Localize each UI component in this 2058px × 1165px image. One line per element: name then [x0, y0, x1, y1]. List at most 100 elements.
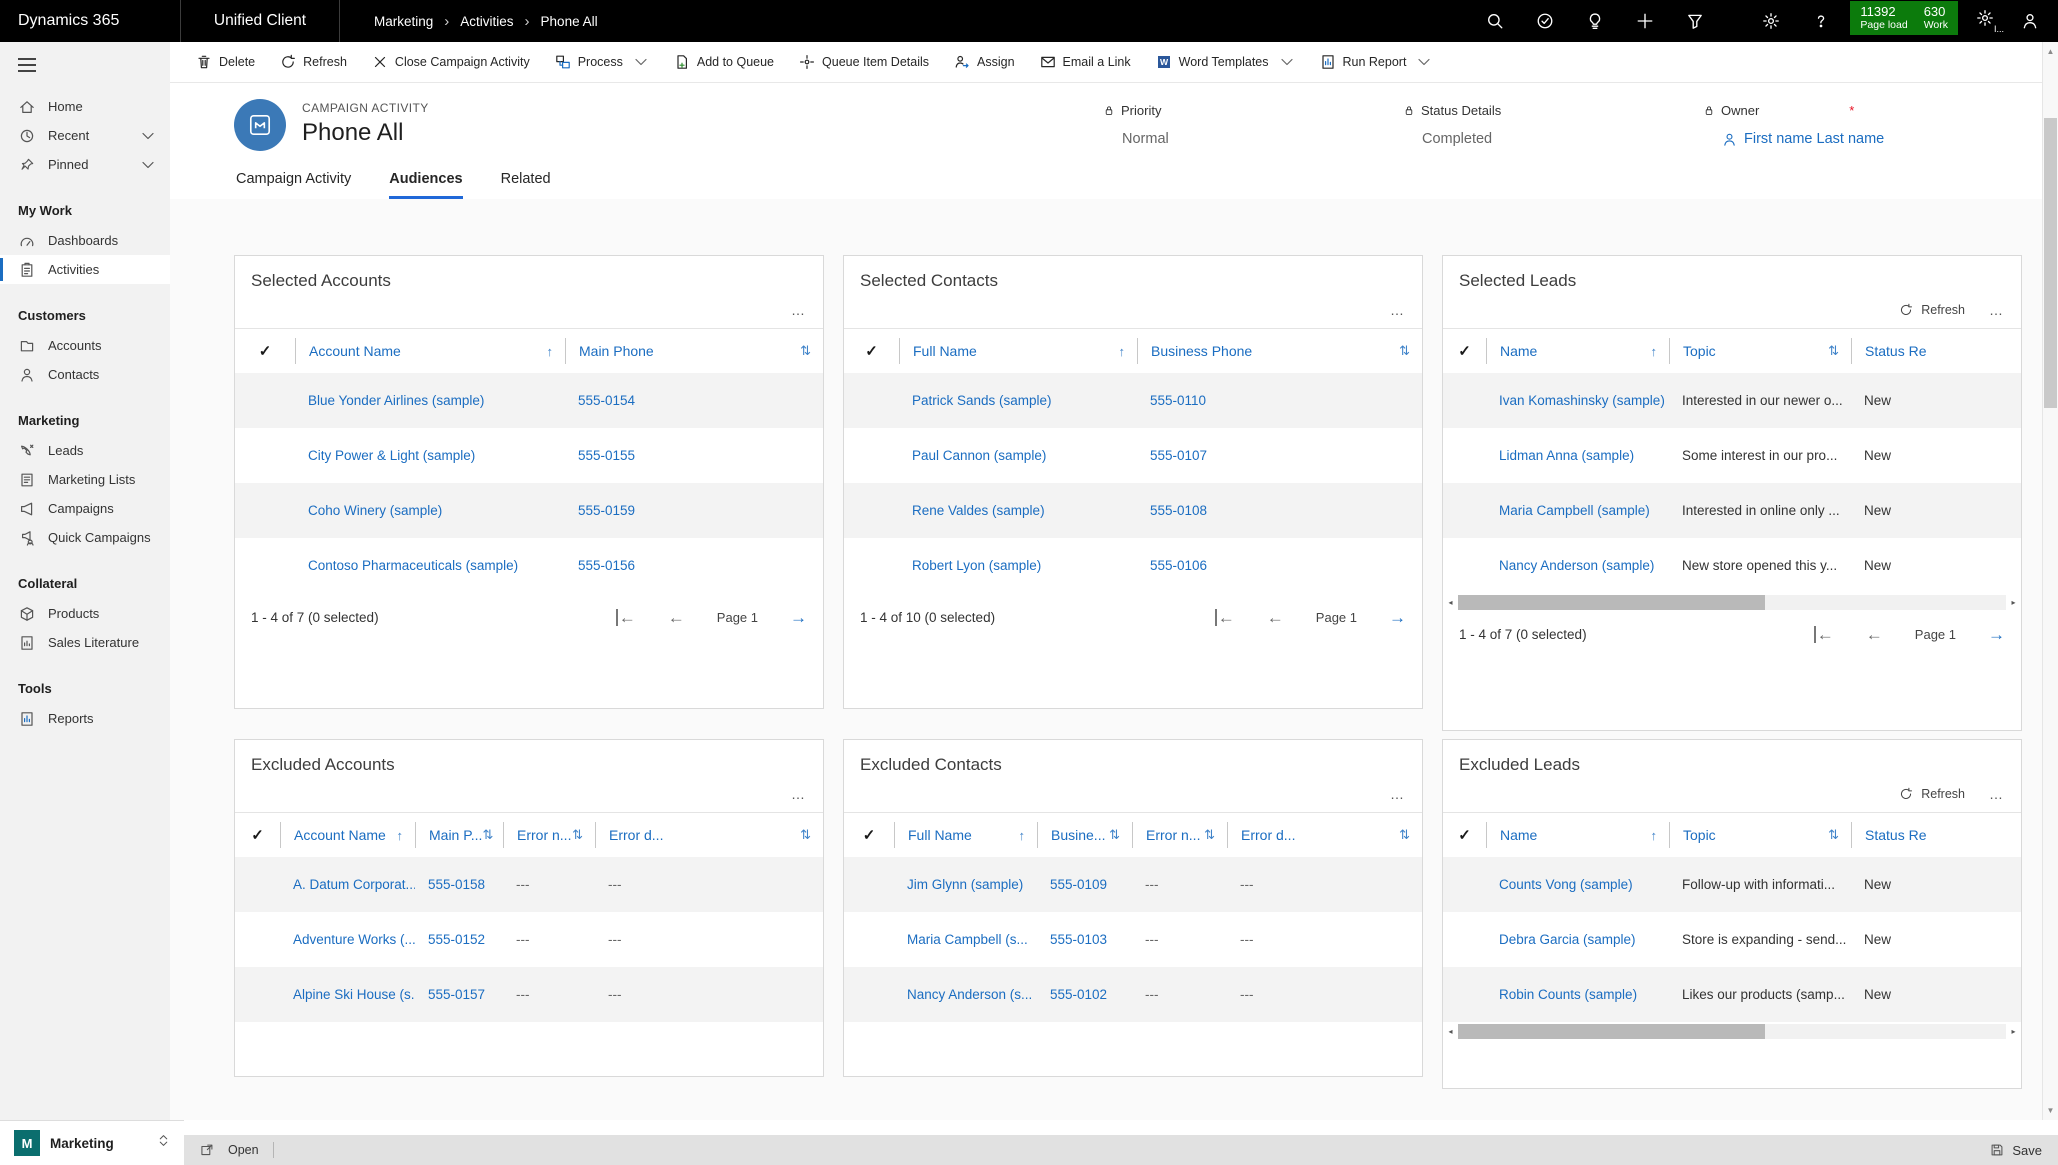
user-avatar-icon[interactable]: [2008, 0, 2052, 42]
grid-row[interactable]: Robert Lyon (sample) 555-0106: [844, 538, 1422, 593]
grid-row[interactable]: Ivan Komashinsky (sample) Interested in o…: [1443, 373, 2021, 428]
next-page-button[interactable]: →: [790, 608, 807, 627]
column-header-account-name[interactable]: Account Name ↑: [280, 822, 415, 848]
cell-link[interactable]: Counts Vong (sample): [1499, 877, 1633, 892]
grid-row[interactable]: Maria Campbell (s... 555-0103 --- ---: [844, 912, 1422, 967]
menu-icon[interactable]: [0, 42, 170, 82]
hscroll-track[interactable]: [1458, 1024, 2006, 1039]
first-page-button[interactable]: ←: [1813, 626, 1834, 643]
save-button[interactable]: Save: [1990, 1143, 2042, 1158]
select-all-checkmark-icon[interactable]: ✓: [865, 343, 878, 360]
cell-link[interactable]: 555-0106: [1150, 558, 1208, 573]
breadcrumb-item-phone-all[interactable]: Phone All: [540, 13, 598, 29]
previous-page-button[interactable]: ←: [1865, 625, 1883, 644]
cell-link[interactable]: Nancy Anderson (sample): [1499, 558, 1655, 573]
cmd-refresh[interactable]: Refresh: [280, 54, 347, 70]
cell-link[interactable]: Alpine Ski House (s...: [293, 987, 415, 1002]
horizontal-scrollbar[interactable]: ◂ ▸: [1443, 595, 2021, 610]
app-logo[interactable]: Dynamics 365: [0, 0, 181, 42]
column-header-error-n[interactable]: Error n... ⇅: [503, 822, 595, 848]
cmd-assign[interactable]: Assign: [954, 54, 1015, 70]
grid-row[interactable]: Rene Valdes (sample) 555-0108: [844, 483, 1422, 538]
grid-refresh-button[interactable]: Refresh: [1899, 303, 1965, 317]
column-header-full-name[interactable]: Full Name ↑: [899, 338, 1137, 364]
select-all-checkmark-icon[interactable]: ✓: [862, 827, 876, 844]
column-header-topic[interactable]: Topic ⇅: [1669, 338, 1851, 364]
grid-row[interactable]: Jim Glynn (sample) 555-0109 --- ---: [844, 857, 1422, 912]
grid-more-button[interactable]: …: [1989, 785, 2005, 802]
grid-row[interactable]: Contoso Pharmaceuticals (sample) 555-0156: [235, 538, 823, 593]
cmd-queue-item-details[interactable]: Queue Item Details: [799, 54, 929, 70]
plus-icon[interactable]: [1620, 0, 1670, 42]
performance-widget-icon[interactable]: I...: [1962, 0, 2008, 42]
cmd-add-to-queue[interactable]: Add to Queue: [674, 54, 774, 70]
sidebar-item-pinned[interactable]: Pinned: [0, 150, 170, 179]
column-header-account-name[interactable]: Account Name ↑: [295, 338, 565, 364]
field-value-owner[interactable]: First name Last name: [1703, 131, 2033, 147]
first-page-button[interactable]: ←: [1214, 609, 1235, 626]
cell-link[interactable]: 555-0108: [1150, 503, 1208, 518]
filter-icon[interactable]: [1670, 0, 1720, 42]
cell-link[interactable]: Robert Lyon (sample): [912, 558, 1042, 573]
column-header-full-name[interactable]: Full Name ↑: [894, 822, 1037, 848]
cmd-process[interactable]: Process: [555, 54, 649, 70]
scroll-down-icon[interactable]: ▼: [2046, 1106, 2055, 1115]
grid-row[interactable]: Nancy Anderson (sample) New store opened …: [1443, 538, 2021, 593]
cell-link[interactable]: 555-0102: [1050, 987, 1108, 1002]
column-header-error-d[interactable]: Error d... ⇅: [595, 822, 823, 848]
grid-more-button[interactable]: …: [791, 785, 807, 802]
grid-row[interactable]: City Power & Light (sample) 555-0155: [235, 428, 823, 483]
scroll-up-icon[interactable]: ▲: [2046, 47, 2055, 56]
cell-link[interactable]: Rene Valdes (sample): [912, 503, 1045, 518]
cmd-run-report[interactable]: Run Report: [1320, 54, 1433, 70]
cmd-close-campaign-activity[interactable]: Close Campaign Activity: [372, 54, 530, 70]
tab-audiences[interactable]: Audiences: [389, 171, 463, 199]
sidebar-item-products[interactable]: Products: [0, 599, 170, 628]
breadcrumb-item-marketing[interactable]: Marketing: [374, 13, 434, 29]
column-header-name[interactable]: Name ↑: [1486, 822, 1669, 848]
cell-link[interactable]: Debra Garcia (sample): [1499, 932, 1636, 947]
sidebar-item-leads[interactable]: Leads: [0, 436, 170, 465]
grid-row[interactable]: Coho Winery (sample) 555-0159: [235, 483, 823, 538]
scroll-right-icon[interactable]: ▸: [2011, 598, 2016, 607]
hscroll-thumb[interactable]: [1458, 1024, 1765, 1039]
scroll-right-icon[interactable]: ▸: [2011, 1027, 2016, 1036]
column-header-status-re[interactable]: Status Re: [1851, 822, 2021, 848]
cell-link[interactable]: Paul Cannon (sample): [912, 448, 1047, 463]
grid-row[interactable]: Paul Cannon (sample) 555-0107: [844, 428, 1422, 483]
sidebar-item-marketing-lists[interactable]: Marketing Lists: [0, 465, 170, 494]
sidebar-item-campaigns[interactable]: Campaigns: [0, 494, 170, 523]
cell-link[interactable]: 555-0103: [1050, 932, 1108, 947]
horizontal-scrollbar[interactable]: ◂ ▸: [1443, 1024, 2021, 1039]
cell-link[interactable]: Blue Yonder Airlines (sample): [308, 393, 485, 408]
cell-link[interactable]: 555-0110: [1150, 393, 1207, 408]
column-header-name[interactable]: Name ↑: [1486, 338, 1669, 364]
cell-link[interactable]: Contoso Pharmaceuticals (sample): [308, 558, 519, 573]
grid-row[interactable]: Counts Vong (sample) Follow-up with infor…: [1443, 857, 2021, 912]
sidebar-item-quick-campaigns[interactable]: Quick Campaigns: [0, 523, 170, 552]
grid-row[interactable]: Maria Campbell (sample) Interested in onl…: [1443, 483, 2021, 538]
scroll-left-icon[interactable]: ◂: [1448, 1027, 1453, 1036]
cell-link[interactable]: 555-0159: [578, 503, 636, 518]
sidebar-item-activities[interactable]: Activities: [0, 255, 170, 284]
cell-link[interactable]: Maria Campbell (sample): [1499, 503, 1650, 518]
search-icon[interactable]: [1470, 0, 1520, 42]
sidebar-item-contacts[interactable]: Contacts: [0, 360, 170, 389]
cmd-email-a-link[interactable]: Email a Link: [1040, 54, 1131, 70]
grid-more-button[interactable]: …: [1390, 785, 1406, 802]
hscroll-thumb[interactable]: [1458, 595, 1765, 610]
cell-link[interactable]: A. Datum Corporat...: [293, 877, 415, 892]
breadcrumb-item-activities[interactable]: Activities: [460, 13, 514, 29]
next-page-button[interactable]: →: [1988, 625, 2005, 644]
cell-link[interactable]: 555-0109: [1050, 877, 1108, 892]
cell-link[interactable]: Ivan Komashinsky (sample): [1499, 393, 1665, 408]
grid-more-button[interactable]: …: [791, 301, 807, 318]
hscroll-track[interactable]: [1458, 595, 2006, 610]
sidebar-item-reports[interactable]: Reports: [0, 704, 170, 733]
previous-page-button[interactable]: ←: [1266, 608, 1284, 627]
previous-page-button[interactable]: ←: [667, 608, 685, 627]
grid-row[interactable]: Robin Counts (sample) Likes our products …: [1443, 967, 2021, 1022]
cell-link[interactable]: 555-0152: [428, 932, 486, 947]
sidebar-item-sales-literature[interactable]: Sales Literature: [0, 628, 170, 657]
sidebar-item-accounts[interactable]: Accounts: [0, 331, 170, 360]
